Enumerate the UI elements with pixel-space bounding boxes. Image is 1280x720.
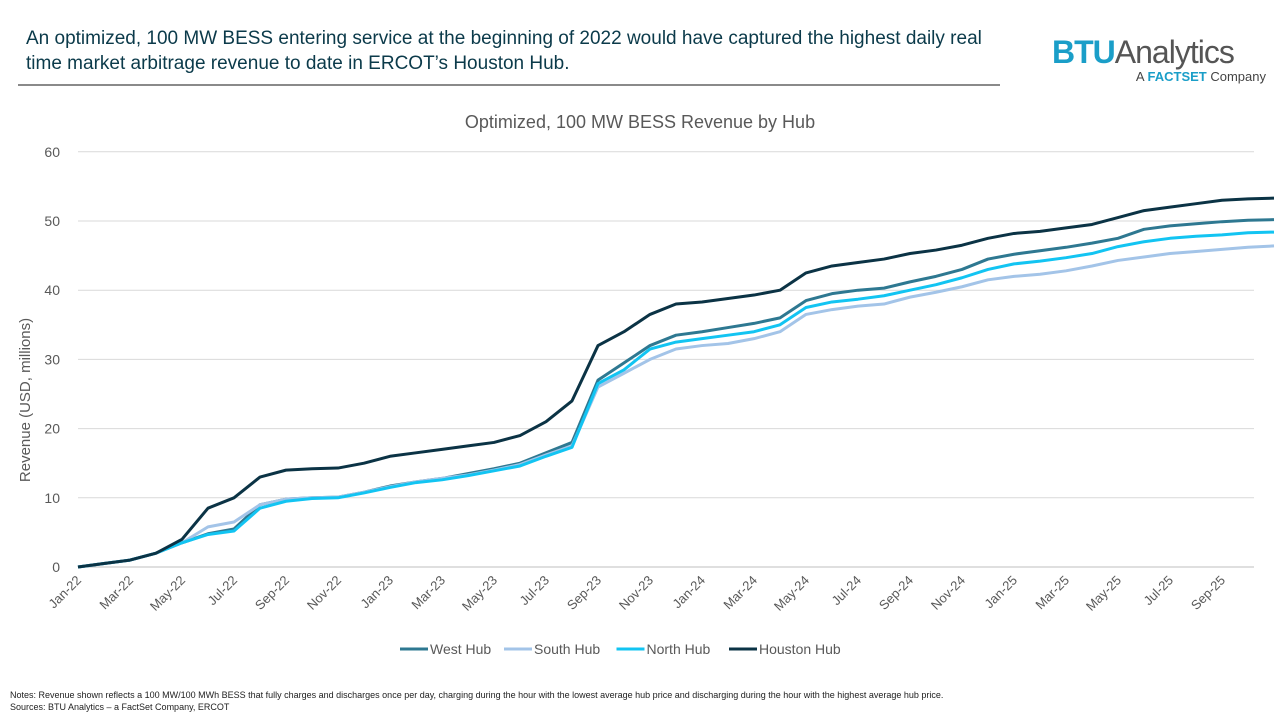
x-tick-label: Sep-24	[876, 573, 916, 613]
x-tick-label: Mar-23	[408, 573, 448, 613]
x-tick-label: Jan-25	[981, 573, 1020, 612]
headline: An optimized, 100 MW BESS entering servi…	[26, 28, 982, 74]
y-tick-label: 40	[44, 282, 60, 298]
legend-label: Houston Hub	[759, 641, 841, 657]
line-chart: Optimized, 100 MW BESS Revenue by Hub Re…	[17, 112, 1275, 657]
x-tick-label: Sep-22	[252, 573, 292, 613]
x-tick-label: May-25	[1083, 573, 1124, 614]
x-tick-label: Mar-25	[1032, 573, 1072, 613]
divider	[18, 84, 1000, 86]
y-tick-label: 0	[52, 559, 60, 575]
x-tick-label: Jul-24	[828, 573, 864, 609]
x-tick-label: Sep-23	[564, 573, 604, 613]
btu-analytics-logo: BTUAnalytics A FACTSET Company	[1052, 34, 1266, 84]
x-tick-label: Jan-23	[357, 573, 396, 612]
y-tick-label: 10	[44, 490, 60, 506]
y-tick-label: 60	[44, 144, 60, 160]
y-axis-label: Revenue (USD, millions)	[17, 318, 34, 482]
sources-text: Sources: BTU Analytics – a FactSet Compa…	[10, 702, 230, 712]
series-line-houston-hub	[77, 196, 1275, 569]
legend-label: South Hub	[534, 641, 600, 657]
x-tick-label: May-23	[459, 573, 500, 614]
x-tick-label: Nov-22	[304, 573, 344, 613]
y-tick-label: 50	[44, 213, 60, 229]
legend-label: West Hub	[430, 641, 491, 657]
x-tick-label: Mar-22	[96, 573, 136, 613]
x-tick-label: Sep-25	[1188, 573, 1228, 613]
x-tick-label: Mar-24	[720, 573, 760, 613]
x-tick-label: Jul-23	[516, 573, 552, 609]
chart-title: Optimized, 100 MW BESS Revenue by Hub	[465, 112, 815, 132]
series-line-north-hub	[77, 230, 1275, 569]
x-tick-label: Jul-22	[204, 573, 240, 609]
series-line-south-hub	[77, 244, 1275, 569]
x-tick-label: Nov-24	[928, 573, 968, 613]
y-tick-label: 30	[44, 351, 60, 367]
legend-label: North Hub	[647, 641, 711, 657]
x-tick-label: Jan-22	[45, 573, 84, 612]
y-tick-label: 20	[44, 421, 60, 437]
series-line-west-hub	[77, 218, 1275, 569]
x-tick-label: May-24	[771, 573, 812, 614]
x-tick-label: May-22	[147, 573, 188, 614]
x-tick-label: Jul-25	[1140, 573, 1176, 609]
x-tick-label: Jan-24	[669, 573, 708, 612]
x-tick-label: Nov-23	[616, 573, 656, 613]
notes-text: Notes: Revenue shown reflects a 100 MW/1…	[10, 690, 944, 700]
